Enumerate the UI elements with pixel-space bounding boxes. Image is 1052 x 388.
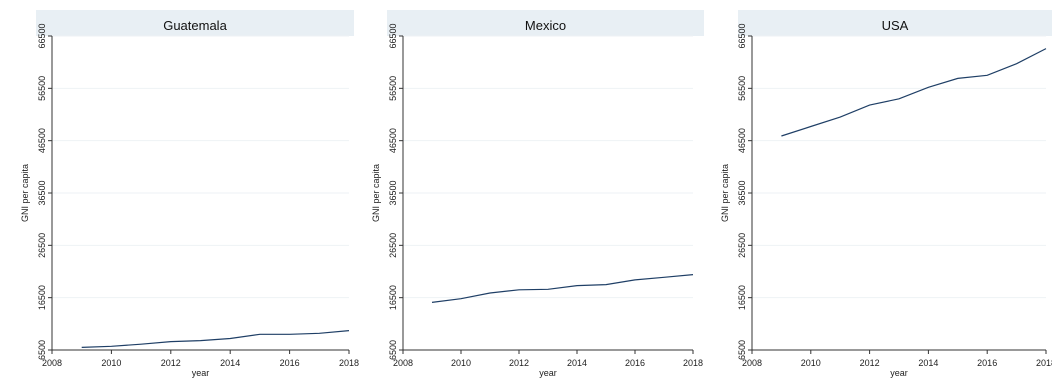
y-axis-label: GNI per capita xyxy=(371,164,381,222)
x-tick-label: 2012 xyxy=(509,358,529,368)
y-axis-label: GNI per capita xyxy=(20,164,30,222)
x-tick-label: 2014 xyxy=(567,358,587,368)
x-axis-label: year xyxy=(539,368,557,378)
x-axis-label: year xyxy=(890,368,908,378)
x-tick-label: 2010 xyxy=(801,358,821,368)
x-tick-label: 2018 xyxy=(683,358,703,368)
y-tick-label: 6500 xyxy=(737,340,747,360)
x-axis-label: year xyxy=(192,368,210,378)
x-tick-label: 2016 xyxy=(280,358,300,368)
panel-title: Guatemala xyxy=(163,18,227,33)
y-tick-label: 36500 xyxy=(37,180,47,205)
x-tick-label: 2010 xyxy=(101,358,121,368)
panel-title: Mexico xyxy=(525,18,566,33)
y-tick-label: 56500 xyxy=(388,76,398,101)
series-line xyxy=(81,330,350,348)
panel-mexico: Mexico 6500 16500 26500 36500 46500 56500 66500… xyxy=(371,10,704,378)
x-tick-label: 2012 xyxy=(860,358,880,368)
y-tick-label: 56500 xyxy=(737,76,747,101)
x-tick-label: 2008 xyxy=(742,358,762,368)
y-tick-label: 6500 xyxy=(388,340,398,360)
series-line xyxy=(431,274,694,303)
y-tick-label: 66500 xyxy=(37,23,47,48)
y-tick-label: 46500 xyxy=(737,128,747,153)
y-tick-label: 16500 xyxy=(388,285,398,310)
panel-header xyxy=(738,10,1052,36)
y-tick-label: 56500 xyxy=(37,76,47,101)
y-tick-label: 26500 xyxy=(388,233,398,258)
panel-usa: USA 6500 16500 26500 36500 46500 56500 66500 200… xyxy=(720,10,1052,378)
y-tick-label: 26500 xyxy=(737,233,747,258)
series-line xyxy=(781,48,1047,137)
y-tick-label: 26500 xyxy=(37,233,47,258)
x-tick-label: 2008 xyxy=(393,358,413,368)
x-tick-label: 2018 xyxy=(1036,358,1052,368)
x-tick-label: 2014 xyxy=(220,358,240,368)
panel-title: USA xyxy=(882,18,909,33)
panel-header xyxy=(387,10,704,36)
x-tick-label: 2014 xyxy=(918,358,938,368)
y-tick-label: 16500 xyxy=(37,285,47,310)
y-axis-label: GNI per capita xyxy=(720,164,730,222)
x-tick-label: 2010 xyxy=(451,358,471,368)
x-tick-label: 2016 xyxy=(625,358,645,368)
y-tick-label: 66500 xyxy=(737,23,747,48)
x-tick-label: 2012 xyxy=(161,358,181,368)
x-tick-label: 2008 xyxy=(42,358,62,368)
y-tick-label: 6500 xyxy=(37,340,47,360)
x-tick-label: 2018 xyxy=(339,358,359,368)
y-tick-label: 36500 xyxy=(388,180,398,205)
y-tick-label: 16500 xyxy=(737,285,747,310)
panel-header xyxy=(36,10,354,36)
y-tick-label: 46500 xyxy=(388,128,398,153)
panel-guatemala: Guatemala 6500 16500 26500 36500 46500 56500 66… xyxy=(20,10,359,378)
y-tick-label: 66500 xyxy=(388,23,398,48)
y-tick-label: 36500 xyxy=(737,180,747,205)
y-tick-label: 46500 xyxy=(37,128,47,153)
x-tick-label: 2016 xyxy=(977,358,997,368)
